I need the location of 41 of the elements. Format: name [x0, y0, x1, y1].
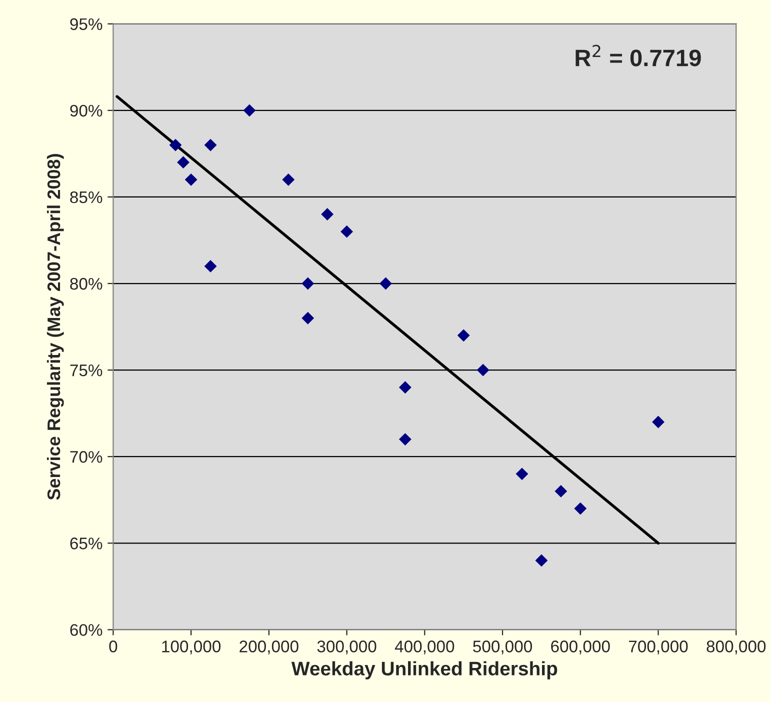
point — [282, 173, 295, 186]
x-tick-label: 400,000 — [394, 640, 454, 654]
point — [302, 277, 314, 290]
point — [457, 329, 470, 342]
point — [535, 554, 548, 567]
point — [516, 468, 528, 480]
x-tick-label: 500,000 — [473, 640, 532, 654]
point — [340, 225, 353, 238]
y-tick-label: 90% — [70, 104, 102, 117]
point — [321, 208, 334, 220]
y-tick-label: 70% — [70, 451, 102, 463]
y-tick-label: 80% — [70, 278, 102, 290]
x-tick-label: 700,000 — [628, 640, 688, 654]
point — [476, 364, 490, 376]
point — [243, 104, 256, 117]
x-tick-label: 200,000 — [240, 640, 298, 654]
y-tick-label: 60% — [70, 624, 102, 636]
x-tick-label: 800,000 — [706, 640, 766, 654]
y-tick-label: 75% — [70, 364, 102, 376]
x-tick-label: 100,000 — [162, 640, 221, 654]
point — [169, 138, 182, 152]
point — [554, 485, 568, 498]
x-tick-label: 300,000 — [317, 640, 376, 654]
x-tick-label: 600,000 — [551, 640, 610, 654]
y-tick-label: 85% — [70, 191, 102, 204]
point — [574, 502, 587, 515]
point — [204, 138, 217, 152]
point — [184, 173, 198, 186]
point — [380, 277, 392, 290]
point — [652, 416, 664, 428]
point — [177, 156, 190, 169]
annotation: R$^{2}$ = 0.7719 — [576, 44, 701, 66]
point — [204, 260, 217, 272]
x-tick-label: 0 — [109, 640, 118, 652]
y-tick-label: 95% — [70, 18, 102, 30]
y-tick-label: 65% — [70, 538, 102, 550]
y-axis-title: Service Regularity (May 2007-April 2008) — [46, 154, 64, 500]
x-axis-title: Weekday Unlinked Ridership — [291, 661, 558, 680]
point — [398, 433, 412, 446]
point — [302, 312, 314, 324]
point — [398, 381, 412, 394]
